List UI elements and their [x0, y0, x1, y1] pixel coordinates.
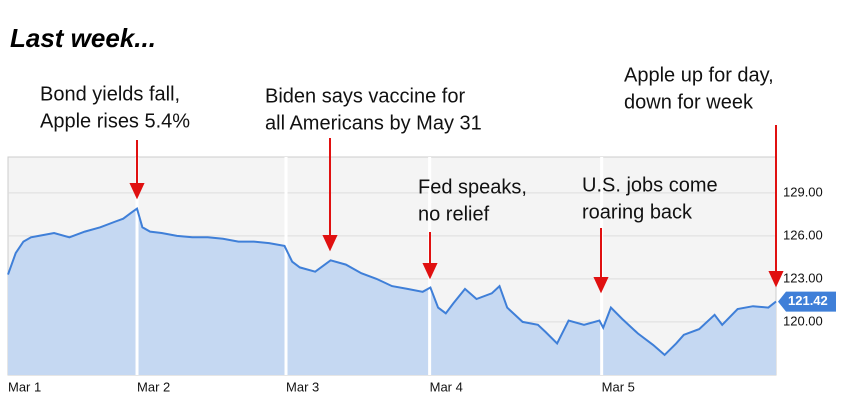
y-tick-label: 123.00: [783, 270, 823, 285]
arrows: [129, 125, 784, 294]
x-tick-label: Mar 4: [430, 379, 463, 394]
area: [8, 208, 776, 375]
annotation: Apple rises 5.4%: [40, 110, 190, 132]
arrow-head: [129, 183, 145, 200]
arrow-head: [422, 263, 438, 280]
value-badge: [778, 291, 836, 312]
arrow-head: [768, 271, 784, 288]
annotation: roaring back: [582, 201, 693, 223]
annotation: no relief: [418, 203, 490, 225]
value-label: 121.42: [788, 293, 828, 308]
annotation: Apple up for day,: [624, 64, 774, 86]
x-tick-label: Mar 1: [8, 379, 41, 394]
annotation: U.S. jobs come: [582, 174, 718, 196]
annotation: all Americans by May 31: [265, 112, 482, 134]
x-tick-label: Mar 2: [137, 379, 170, 394]
annotation: Bond yields fall,: [40, 83, 180, 105]
arrow-head: [322, 235, 338, 252]
x-tick-label: Mar 3: [286, 379, 319, 394]
annotation: down for week: [624, 91, 754, 113]
line: [7, 206, 777, 357]
annotation: Fed speaks,: [418, 176, 527, 198]
x-tick-label: Mar 5: [602, 379, 635, 394]
arrow-head: [593, 277, 609, 294]
y-tick-label: 129.00: [783, 184, 823, 199]
chart-title: Last week...: [10, 23, 156, 53]
annotation: Biden says vaccine for: [265, 85, 465, 107]
y-tick-label: 126.00: [783, 227, 823, 242]
y-tick-label: 120.00: [783, 313, 823, 328]
